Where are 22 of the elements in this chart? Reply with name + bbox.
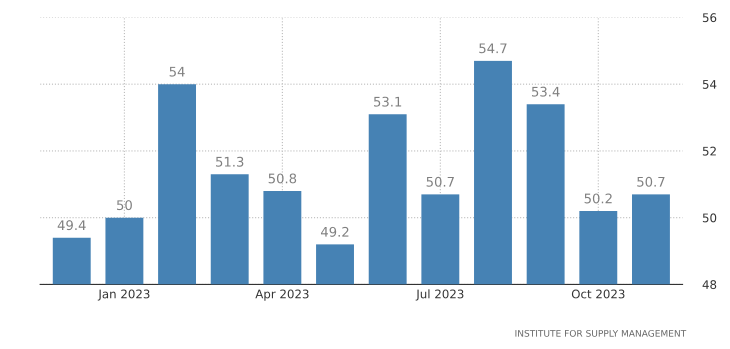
x-tick-label: Apr 2023 — [255, 290, 309, 301]
x-tick-label: Jan 2023 — [98, 290, 150, 301]
y-tick-label: 52 — [702, 146, 716, 156]
data-label: 54 — [170, 66, 185, 77]
x-tick-label: Jul 2023 — [416, 289, 464, 301]
y-tick-label: 48 — [702, 280, 716, 290]
data-label: 51.3 — [216, 156, 244, 167]
y-tick-label: 54 — [702, 80, 716, 89]
y-tick-label: 50 — [702, 213, 716, 222]
data-label: 54.7 — [479, 43, 507, 54]
data-label: 53.4 — [532, 86, 560, 97]
data-label: 49.2 — [320, 226, 348, 237]
data-label: 49.4 — [58, 220, 86, 230]
data-label: 50.7 — [637, 176, 665, 187]
data-label: 50.7 — [426, 176, 454, 187]
data-label: 53.1 — [374, 96, 402, 107]
x-tick-label: Oct 2023 — [572, 290, 624, 298]
text: INSTITUTE FOR SUPPLY MANAGEMENT — [515, 330, 686, 337]
data-label: 50.8 — [268, 173, 296, 184]
y-tick-label: 56 — [702, 13, 716, 22]
data-label: 50.2 — [584, 193, 612, 204]
data-label: 50 — [117, 200, 132, 210]
